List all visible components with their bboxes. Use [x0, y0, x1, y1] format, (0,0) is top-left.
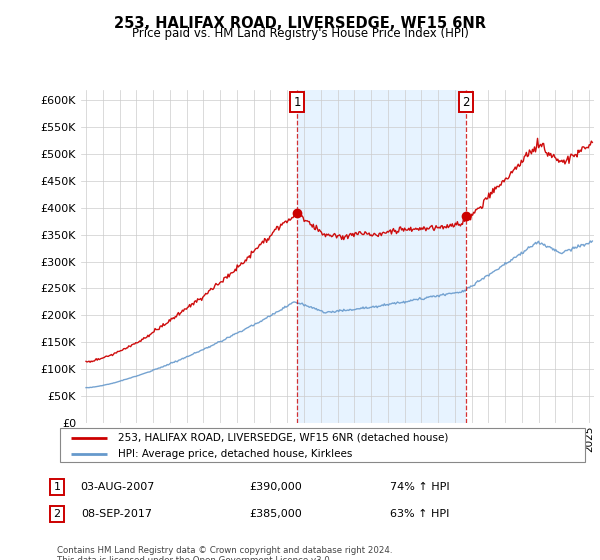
Text: Contains HM Land Registry data © Crown copyright and database right 2024.
This d: Contains HM Land Registry data © Crown c… — [57, 546, 392, 560]
Text: 253, HALIFAX ROAD, LIVERSEDGE, WF15 6NR: 253, HALIFAX ROAD, LIVERSEDGE, WF15 6NR — [114, 16, 486, 31]
Text: 74% ↑ HPI: 74% ↑ HPI — [390, 482, 450, 492]
Text: 2: 2 — [53, 509, 61, 519]
Text: 03-AUG-2007: 03-AUG-2007 — [80, 482, 154, 492]
Text: 2: 2 — [463, 96, 470, 109]
Text: 08-SEP-2017: 08-SEP-2017 — [82, 509, 152, 519]
FancyBboxPatch shape — [60, 428, 585, 462]
Text: 1: 1 — [53, 482, 61, 492]
Text: 253, HALIFAX ROAD, LIVERSEDGE, WF15 6NR (detached house): 253, HALIFAX ROAD, LIVERSEDGE, WF15 6NR … — [118, 433, 448, 443]
Bar — [297, 90, 466, 423]
Text: 63% ↑ HPI: 63% ↑ HPI — [391, 509, 449, 519]
Text: £385,000: £385,000 — [250, 509, 302, 519]
Text: HPI: Average price, detached house, Kirklees: HPI: Average price, detached house, Kirk… — [118, 449, 352, 459]
Text: Price paid vs. HM Land Registry's House Price Index (HPI): Price paid vs. HM Land Registry's House … — [131, 27, 469, 40]
Text: £390,000: £390,000 — [250, 482, 302, 492]
Text: 1: 1 — [293, 96, 301, 109]
